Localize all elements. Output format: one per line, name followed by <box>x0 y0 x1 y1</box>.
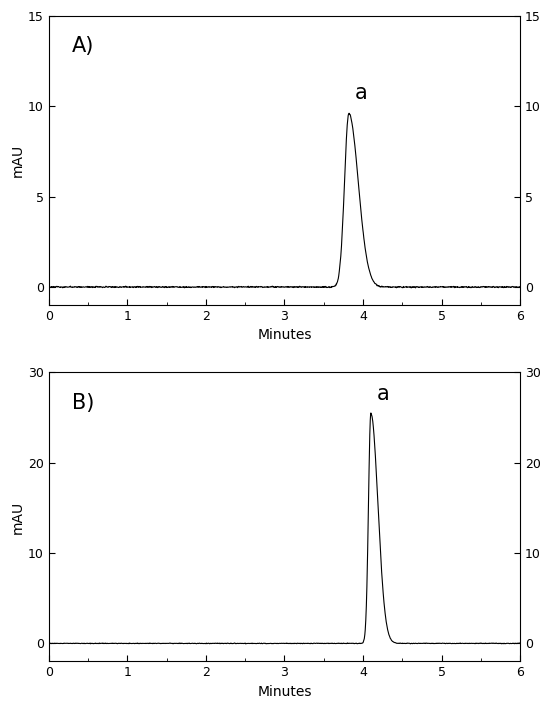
Text: B): B) <box>72 393 94 413</box>
Text: a: a <box>355 83 368 103</box>
Y-axis label: mAU: mAU <box>11 501 25 533</box>
Text: a: a <box>377 384 390 404</box>
Text: A): A) <box>72 36 94 56</box>
Y-axis label: mAU: mAU <box>11 144 25 178</box>
X-axis label: Minutes: Minutes <box>257 685 312 699</box>
X-axis label: Minutes: Minutes <box>257 329 312 342</box>
